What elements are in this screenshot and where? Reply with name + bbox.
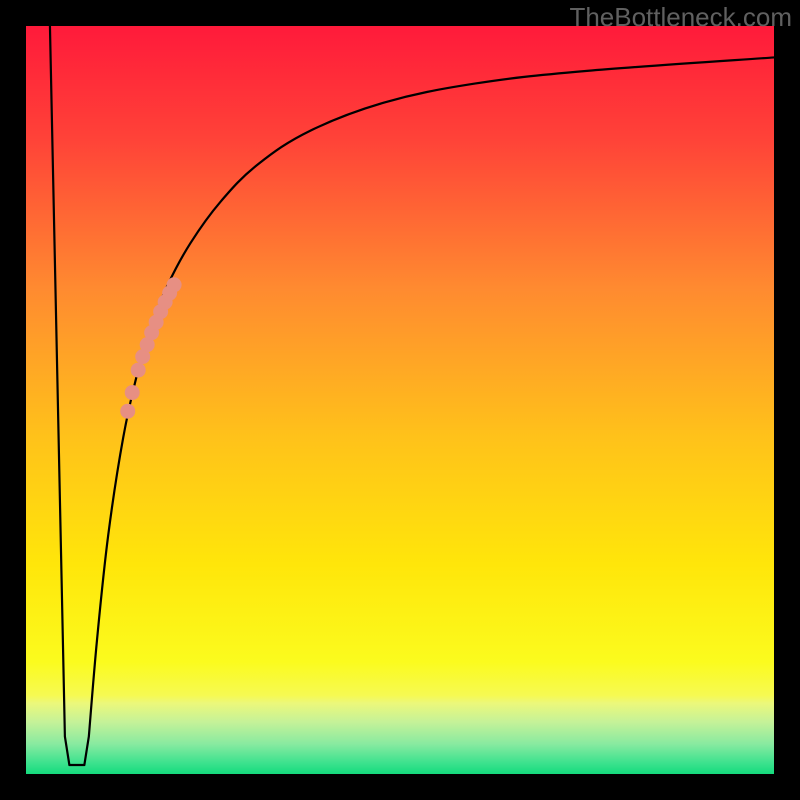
plot-background (26, 26, 774, 774)
data-marker (167, 277, 182, 292)
chart-container: TheBottleneck.com (0, 0, 800, 800)
data-marker (125, 385, 140, 400)
data-marker (120, 404, 135, 419)
chart-svg (0, 0, 800, 800)
watermark-text: TheBottleneck.com (569, 2, 792, 33)
data-marker (131, 363, 146, 378)
